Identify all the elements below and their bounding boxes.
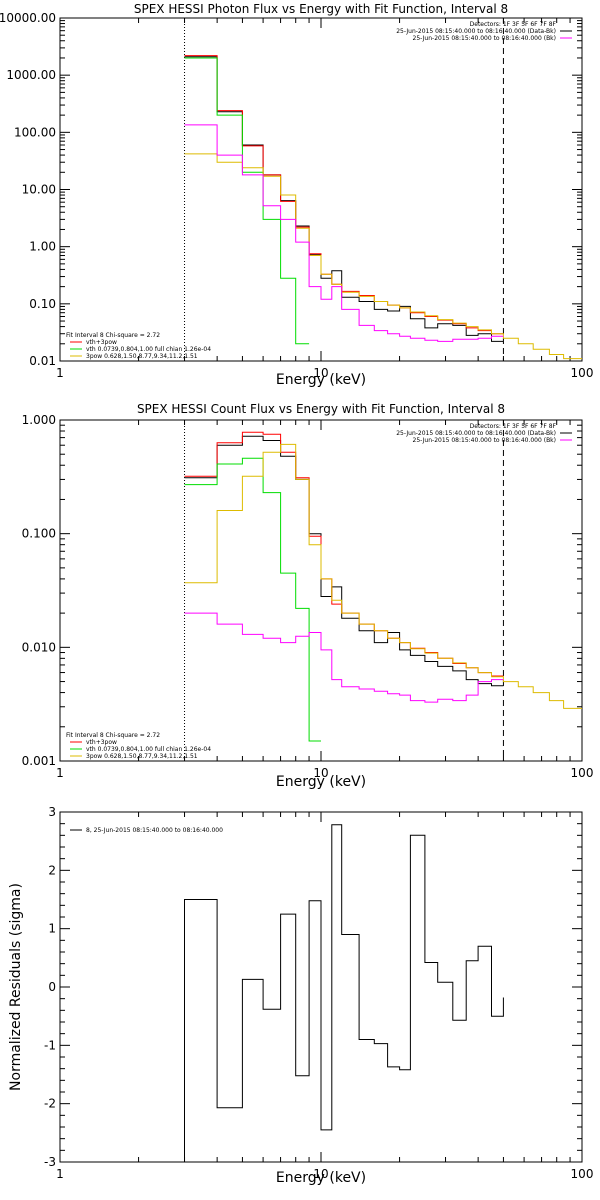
y-tick-label: 0.001: [22, 754, 56, 768]
legend-text: vth+3pow: [86, 739, 117, 746]
y-tick-label: 2: [48, 863, 56, 877]
x-axis-label: Energy (keV): [276, 774, 366, 790]
series-line-4: [184, 124, 504, 342]
series-group: [184, 431, 582, 742]
legend-text: Detectors: 1F 3F 5F 6F 7F 8F: [470, 21, 557, 28]
y-tick-label: -3: [44, 1155, 56, 1169]
x-tick-label: 100: [571, 766, 594, 780]
y-tick-label: 10.00: [22, 183, 56, 197]
legend-text: 8, 25-Jun-2015 08:15:40.000 to 08:16:40.…: [86, 827, 223, 834]
y-tick-label: 0.01: [29, 354, 56, 368]
legend-text: 25-Jun-2015 08:15:40.000 to 08:16:40.000…: [413, 35, 556, 42]
legend-text: 3pow 0.628,1.50,8.77,9.34,11.2,1.51: [86, 753, 198, 760]
series-line-3: [184, 443, 582, 709]
x-tick-label: 10: [313, 766, 328, 780]
legend-text: 25-Jun-2015 08:15:40.000 to 08:16:40.000…: [396, 28, 556, 35]
y-axis-label: Normalized Residuals (sigma): [8, 883, 24, 1091]
x-axis-label: Energy (keV): [276, 1170, 366, 1186]
legend-text: 3pow 0.628,1.50,8.77,9.34,11.2,1.51: [86, 353, 198, 360]
legend-text: 25-Jun-2015 08:15:40.000 to 08:16:40.000…: [413, 437, 556, 444]
panel-photon-flux: 1 10 100 10000.00 1000.00 100.00 10.00 1.00 0.10…: [0, 2, 593, 388]
y-tick-label: 1.000: [22, 413, 56, 427]
y-tick-label: -2: [44, 1097, 56, 1111]
legend-top-left: 8, 25-Jun-2015 08:15:40.000 to 08:16:40.…: [70, 827, 223, 834]
series-group: [184, 824, 504, 1162]
series-line-1: [184, 55, 504, 335]
x-tick-label: 100: [571, 366, 594, 380]
legend-bottom-left: Fit Interval 8 Chi-square = 2.72vth+3pow…: [66, 732, 211, 760]
chart-title: SPEX HESSI Photon Flux vs Energy with Fi…: [134, 2, 508, 16]
y-tick-label: 100.00: [14, 125, 56, 139]
series-group: [184, 55, 582, 360]
x-tick-label: 1: [56, 366, 64, 380]
legend-text: 25-Jun-2015 08:15:40.000 to 08:16:40.000…: [396, 430, 556, 437]
panel-count-flux: 1 10 100 1.000 0.100 0.010 0.001 SPEX HESSI Cou…: [22, 402, 594, 790]
series-line-2: [184, 457, 321, 742]
y-tick-label: 0.10: [29, 297, 56, 311]
x-tick-label: 100: [571, 1167, 594, 1181]
legend-top-right: Detectors: 1F 3F 5F 6F 7F 8F25-Jun-2015 …: [396, 21, 572, 42]
chart-title: SPEX HESSI Count Flux vs Energy with Fit…: [137, 402, 505, 416]
legend-top-right: Detectors: 1F 3F 5F 6F 7F 8F25-Jun-2015 …: [396, 423, 572, 444]
y-tick-label: 0: [48, 980, 56, 994]
y-tick-label: 1000.00: [6, 68, 56, 82]
series-line-1: [184, 431, 504, 677]
series-line-3: [184, 153, 582, 360]
y-tick-label: 10000.00: [0, 11, 56, 25]
series-line-0: [184, 56, 504, 342]
y-tick-label: 1.00: [29, 240, 56, 254]
series-line-4: [184, 612, 504, 703]
x-tick-label: 10: [313, 1167, 328, 1181]
series-line-0: [184, 824, 504, 1162]
legend-bottom-left: Fit Interval 8 Chi-square = 2.72vth+3pow…: [66, 332, 211, 360]
y-tick-label: 0.100: [22, 527, 56, 541]
x-axis-label: Energy (keV): [276, 372, 366, 388]
legend-text: Fit Interval 8 Chi-square = 2.72: [66, 332, 160, 339]
legend-text: Detectors: 1F 3F 5F 6F 7F 8F: [470, 423, 557, 430]
legend-text: vth 0.0739,0.804,1.00 full chian 1.26e-0…: [86, 746, 211, 753]
series-line-0: [184, 435, 504, 687]
x-tick-label: 1: [56, 766, 64, 780]
x-tick-label: 10: [313, 366, 328, 380]
y-tick-label: -1: [44, 1038, 56, 1052]
y-tick-label: 1: [48, 922, 56, 936]
x-tick-label: 1: [56, 1167, 64, 1181]
y-tick-label: 3: [48, 805, 56, 819]
legend-text: vth+3pow: [86, 339, 117, 346]
legend-text: Fit Interval 8 Chi-square = 2.72: [66, 732, 160, 739]
y-tick-label: 0.010: [22, 640, 56, 654]
legend-text: vth 0.0739,0.804,1.00 full chian 1.26e-0…: [86, 346, 211, 353]
